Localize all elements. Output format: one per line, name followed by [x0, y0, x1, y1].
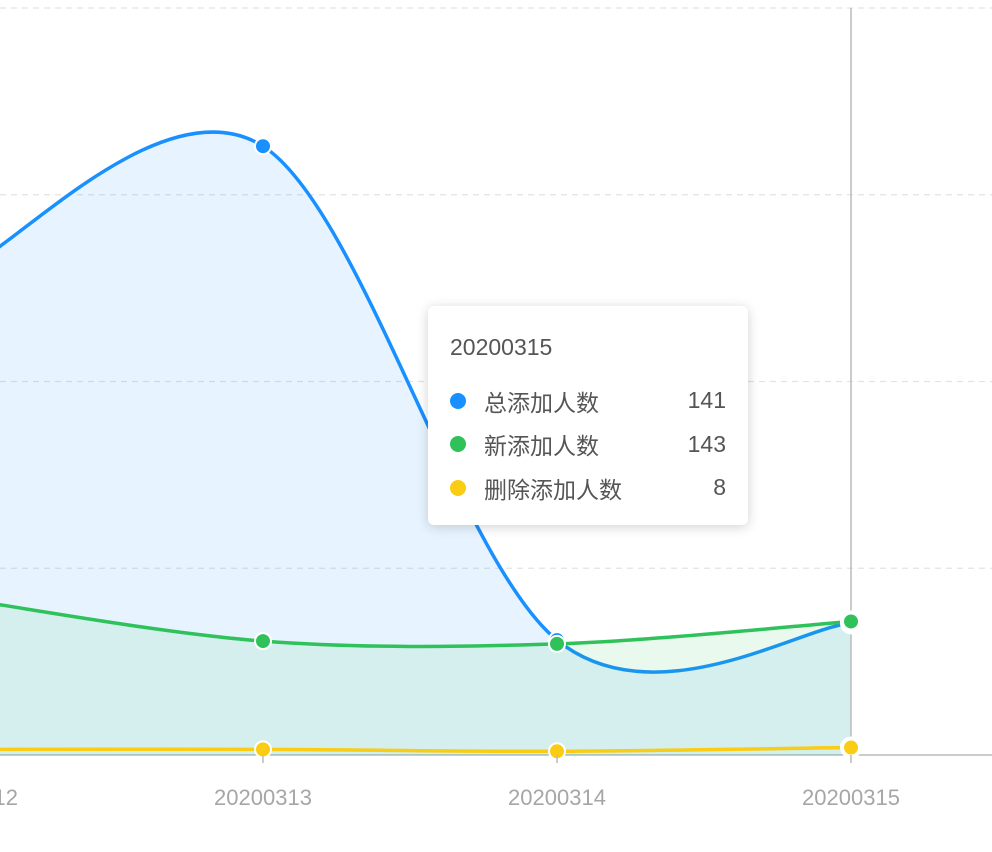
- x-tick-label: 20200313: [214, 785, 312, 810]
- x-tick-label: 20200315: [802, 785, 900, 810]
- point: [840, 736, 862, 759]
- line: [0, 602, 852, 649]
- tooltip-row: 总添加人数 141: [450, 379, 726, 423]
- tooltip-title: 20200315: [450, 334, 553, 360]
- tooltip-value: 8: [713, 474, 726, 501]
- line: [0, 745, 852, 754]
- point: [254, 632, 272, 651]
- tooltip-row: 新添加人数 143: [450, 423, 726, 467]
- point: [254, 740, 272, 759]
- line: [0, 130, 852, 674]
- area: [0, 132, 851, 755]
- tooltip-marker: [450, 392, 466, 409]
- x-tick-label: 20200314: [508, 785, 606, 810]
- x-tick-label: 20200312: [0, 785, 18, 810]
- point: [548, 634, 566, 653]
- tooltip-marker: [450, 479, 466, 496]
- area: [0, 604, 851, 755]
- tooltip-series-name: 删除添加人数: [484, 476, 622, 503]
- tooltip-value: 143: [687, 430, 726, 457]
- tooltip-rows: 总添加人数 141 新添加人数 143 删除添加人数 8: [450, 379, 726, 510]
- tooltip: 20200315 总添加人数 141 新添加人数 143 删除添加人数 8: [428, 306, 748, 525]
- tooltip-series-name: 总添加人数: [484, 389, 599, 416]
- tooltip-value: 141: [687, 387, 726, 414]
- tooltip-row: 删除添加人数 8: [450, 466, 726, 510]
- point: [840, 610, 862, 633]
- tooltip-series-name: 新添加人数: [484, 433, 599, 460]
- tooltip-marker: [450, 436, 466, 453]
- point: [254, 137, 272, 156]
